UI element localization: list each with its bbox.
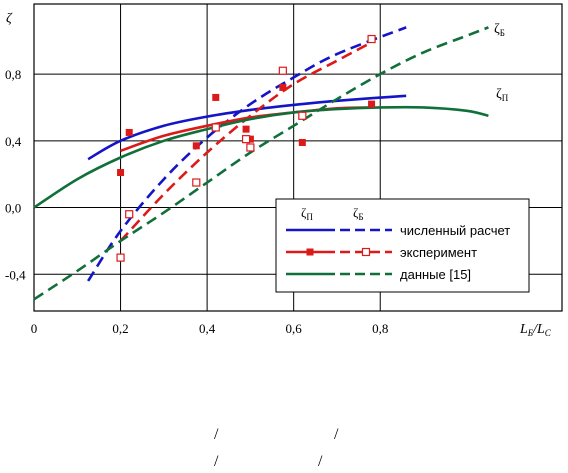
y-tick-label: -0,4 xyxy=(5,267,26,282)
legend-marker-filled xyxy=(306,248,314,256)
point-filled xyxy=(246,135,254,143)
legend-header-p: ζП xyxy=(301,205,313,222)
series-line-5 xyxy=(33,26,489,301)
legend: ζП ζБ численный расчет эксперимент данные … xyxy=(275,198,530,293)
legend-label: данные [15] xyxy=(400,267,471,282)
x-axis-label-main: L xyxy=(519,322,528,337)
series-line-0 xyxy=(87,94,407,161)
point-filled xyxy=(279,83,287,91)
series-line-3 xyxy=(119,41,373,242)
curve-label-zeta-p: ζП xyxy=(496,87,509,103)
y-tick-label: 0,8 xyxy=(5,67,21,82)
x-axis-label: LБ/LС xyxy=(519,322,552,338)
point-filled xyxy=(298,138,306,146)
legend-header-b: ζБ xyxy=(353,205,364,222)
series-line-1 xyxy=(87,26,407,282)
point-filled xyxy=(212,93,220,101)
x-axis-label-sub2: С xyxy=(545,328,552,338)
point-filled xyxy=(117,169,125,177)
stray-mark: / xyxy=(334,426,339,443)
y-axis-label: ζ xyxy=(6,11,13,26)
point-open xyxy=(116,253,125,262)
point-filled xyxy=(192,142,200,150)
legend-marker-open xyxy=(361,247,371,257)
point-open xyxy=(246,143,255,152)
legend-label: эксперимент xyxy=(400,245,477,260)
stray-mark: / xyxy=(214,453,219,470)
data-points xyxy=(116,34,376,262)
legend-entries: численный расчет эксперимент данные [15] xyxy=(286,223,510,282)
point-filled xyxy=(368,100,376,108)
point-open xyxy=(241,135,251,144)
tick-labels: 0 0,2 0,4 0,6 0,8 -0,4 0,0 0,4 0,8 xyxy=(5,67,388,336)
legend-label: численный расчет xyxy=(400,223,510,238)
legend-box xyxy=(275,198,530,293)
x-tick-label: 0,2 xyxy=(112,321,128,336)
plot-frame xyxy=(33,3,563,312)
stray-mark: / xyxy=(214,426,219,443)
x-axis-label-sub1: Б xyxy=(527,328,534,338)
point-open xyxy=(125,210,134,219)
x-tick-label: 0,6 xyxy=(286,321,303,336)
point-filled xyxy=(242,125,250,133)
point-filled xyxy=(125,128,133,136)
x-tick-label: 0 xyxy=(31,321,38,336)
y-tick-label: 0,0 xyxy=(5,201,21,216)
point-open xyxy=(211,123,220,132)
point-open xyxy=(278,66,287,75)
x-axis-label-mid: /L xyxy=(532,322,545,337)
series-lines xyxy=(33,26,489,301)
x-tick-label: 0,8 xyxy=(372,321,388,336)
y-tick-label: 0,4 xyxy=(5,134,22,149)
curve-label-zeta-b: ζБ xyxy=(494,22,505,38)
series-line-4 xyxy=(33,105,489,209)
point-open xyxy=(298,111,307,120)
stray-mark: / xyxy=(318,453,323,470)
point-open xyxy=(192,178,201,187)
x-tick-label: 0,4 xyxy=(199,321,216,336)
point-open xyxy=(367,34,376,44)
